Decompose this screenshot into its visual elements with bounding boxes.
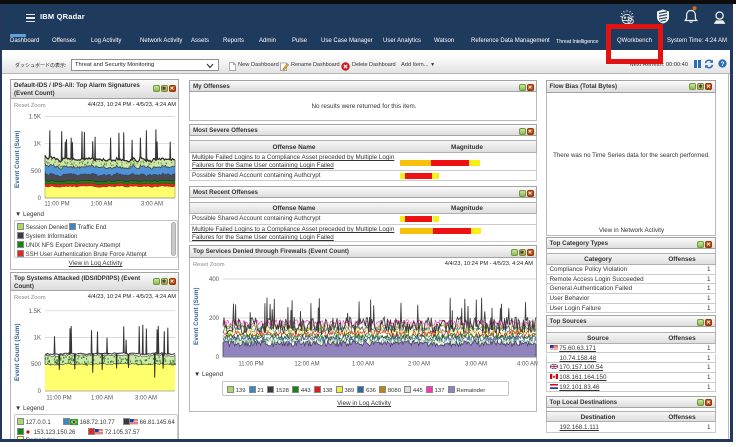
- svg-text:200: 200: [209, 316, 220, 322]
- svg-text:Event Count (Sum): Event Count (Sum): [14, 323, 21, 381]
- svg-text:1:00 AM: 1:00 AM: [90, 202, 112, 208]
- svg-text:3:00 AM: 3:00 AM: [465, 362, 487, 368]
- svg-text:400: 400: [209, 277, 220, 283]
- svg-text:1K: 1K: [34, 336, 41, 342]
- svg-text:1.5K: 1.5K: [29, 309, 41, 315]
- svg-text:500: 500: [31, 169, 42, 175]
- svg-text:0: 0: [38, 389, 42, 395]
- svg-text:12:00 AM: 12:00 AM: [294, 362, 319, 368]
- svg-text:1:00 AM: 1:00 AM: [352, 362, 374, 368]
- svg-text:Event Count (Sum): Event Count (Sum): [14, 130, 21, 188]
- svg-text:500: 500: [31, 362, 42, 368]
- svg-text:?: ?: [721, 61, 725, 68]
- svg-text:2:00 AM: 2:00 AM: [408, 362, 430, 368]
- svg-text:3:00 AM: 3:00 AM: [135, 396, 157, 402]
- svg-text:0: 0: [38, 196, 42, 202]
- svg-text:1K: 1K: [34, 142, 41, 148]
- svg-text:4:00 AM: 4:00 AM: [517, 362, 538, 368]
- svg-text:1:00 AM: 1:00 AM: [91, 396, 113, 402]
- svg-text:Event Count (Sum): Event Count (Sum): [193, 287, 200, 345]
- svg-text:0: 0: [216, 355, 220, 361]
- svg-text:11:00 PM: 11:00 PM: [44, 202, 69, 208]
- svg-text:1.5K: 1.5K: [29, 115, 41, 121]
- svg-text:11:00 PM: 11:00 PM: [238, 362, 263, 368]
- svg-text:11:00 PM: 11:00 PM: [46, 396, 71, 402]
- svg-text:3:00 AM: 3:00 AM: [141, 202, 163, 208]
